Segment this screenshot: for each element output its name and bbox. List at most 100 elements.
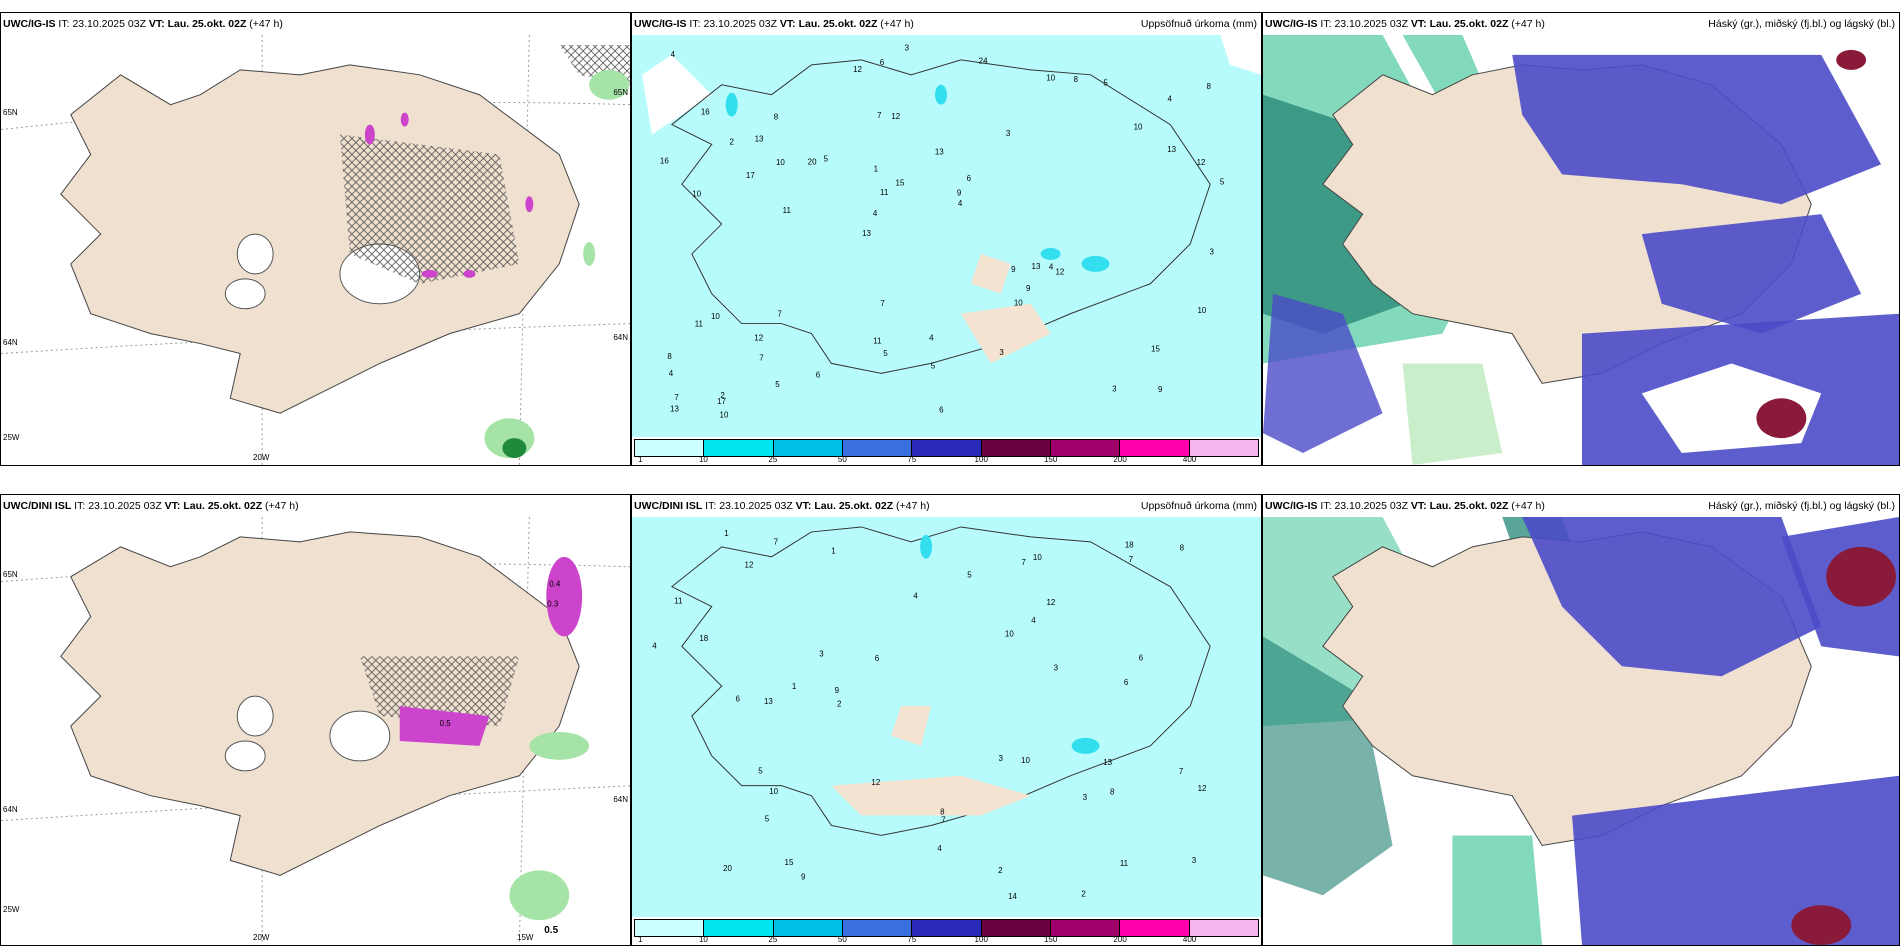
precip-value-label: 7 — [1129, 555, 1134, 564]
panel-header: UWC/IG-IS IT: 23.10.2025 03Z VT: Lau. 25… — [1, 13, 630, 35]
colorbar-tick-label: 10 — [698, 455, 708, 464]
precip-value-label: 4 — [1167, 95, 1172, 104]
map-value-label: 0.5 — [440, 719, 452, 728]
precip-value-label: 17 — [717, 397, 726, 406]
cloud-map — [1263, 35, 1899, 465]
map-panel-top-middle: UWC/IG-IS IT: 23.10.2025 03Z VT: Lau. 25… — [631, 12, 1262, 466]
precip-value-label: 4 — [873, 209, 878, 218]
precip-value-label: 11 — [873, 336, 882, 345]
precip-value-label: 5 — [967, 571, 972, 580]
iceland-outline — [670, 59, 1211, 374]
vt-value: Lau. 25.okt. 02Z — [814, 500, 894, 512]
precip-value-label: 8 — [774, 112, 779, 121]
vt-value: Lau. 25.okt. 02Z — [183, 500, 263, 512]
colorbar-tick-label: 1 — [638, 455, 643, 464]
precip-value-label: 10 — [711, 312, 720, 321]
colorbar-swatch — [1189, 440, 1258, 456]
precip-value-label: 8 — [1110, 788, 1115, 797]
wind-map-svg — [1, 35, 630, 465]
precip-value-label: 4 — [929, 333, 934, 342]
model-name: UWC/DINI ISL — [634, 500, 703, 512]
colorbar-tick-label: 400 — [1182, 935, 1197, 944]
precip-value-label: 14 — [1008, 892, 1017, 901]
precip-value-label: 18 — [1125, 541, 1134, 550]
precip-value-label: 3 — [1192, 856, 1197, 865]
precip-value-label: 8 — [940, 807, 945, 816]
colorbar-swatch — [1050, 920, 1121, 936]
precip-value-label: 7 — [774, 537, 779, 546]
colorbar-tick-label: 75 — [907, 935, 917, 944]
precip-value-label: 3 — [905, 44, 910, 53]
model-name: UWC/IG-IS — [1265, 500, 1318, 512]
precip-value-label: 6 — [1124, 678, 1129, 687]
map-value-label: 0.5 — [544, 925, 558, 936]
precip-value-label: 5 — [765, 814, 770, 823]
precip-value-label: 15 — [785, 858, 794, 867]
lon-label-25w: 25W — [3, 433, 20, 442]
precip-value-label: 20 — [723, 864, 732, 873]
map-panel-bottom-left: UWC/DINI ISL IT: 23.10.2025 03Z VT: Lau.… — [0, 494, 631, 946]
lat-label-65n: 65N — [3, 570, 18, 579]
colorbar-swatch — [704, 440, 774, 456]
precip-value-label: 5 — [824, 155, 829, 164]
precip-value-label: 13 — [935, 147, 944, 156]
colorbar-ticks: 1 10 25 50 75 100 150 200 400 — [634, 935, 1259, 945]
vt-value: Lau. 25.okt. 02Z — [167, 18, 247, 30]
precip-value-label: 6 — [875, 654, 880, 663]
precip-value-label: 9 — [1026, 284, 1031, 293]
precip-value-label: 7 — [674, 393, 679, 402]
precip-value-label: 10 — [1033, 553, 1042, 562]
precip-value-label: 1 — [724, 529, 729, 538]
precip-value-label: 11 — [880, 188, 889, 197]
vt-label: VT: — [148, 18, 165, 30]
map-value-label: 0.4 — [549, 580, 561, 589]
precip-value-label: 10 — [1014, 299, 1023, 308]
precip-value-label: 9 — [957, 189, 962, 198]
precip-value-label: 1 — [792, 682, 797, 691]
precip-value-label: 3 — [819, 650, 824, 659]
vt-value: Lau. 25.okt. 02Z — [1429, 500, 1509, 512]
model-name: UWC/DINI ISL — [3, 500, 72, 512]
precip-value-label: 12 — [891, 112, 900, 121]
panel-header: UWC/IG-IS IT: 23.10.2025 03Z VT: Lau. 25… — [632, 13, 1261, 35]
precip-value-label: 3 — [1209, 248, 1214, 257]
colorbar-tick-label: 400 — [1182, 455, 1197, 464]
precip-value-label: 10 — [1134, 123, 1143, 132]
precip-value-label: 6 — [880, 58, 885, 67]
it-value: 23.10.2025 03Z — [719, 500, 793, 512]
it-label: IT: — [689, 18, 701, 30]
colorbar-tick-label: 10 — [698, 935, 708, 944]
precip-value-label: 4 — [669, 369, 674, 378]
it-label: IT: — [58, 18, 70, 30]
precip-value-label: 13 — [755, 134, 764, 143]
panel-title: Uppsöfnuð úrkoma (mm) — [1140, 500, 1257, 512]
vt-value: Lau. 25.okt. 02Z — [1429, 18, 1509, 30]
precip-value-label: 2 — [1081, 890, 1086, 899]
precip-value-label: 16 — [701, 108, 710, 117]
it-value: 23.10.2025 03Z — [1334, 18, 1408, 30]
panel-title: Háský (gr.), miðský (fj.bl.) og lágský (… — [1708, 18, 1895, 30]
precip-value-label: 3 — [999, 754, 1004, 763]
colorbar-swatch — [773, 440, 843, 456]
lon-label-15w: 15W — [517, 933, 534, 942]
panel-header: UWC/DINI ISL IT: 23.10.2025 03Z VT: Lau.… — [632, 495, 1261, 517]
colorbar-swatch — [842, 440, 913, 456]
precip-value-label: 10 — [1198, 306, 1207, 315]
precip-value-label: 8 — [667, 352, 672, 361]
precip-value-label: 5 — [931, 362, 936, 371]
model-name: UWC/IG-IS — [634, 18, 687, 30]
precip-value-label: 7 — [1021, 558, 1026, 567]
model-name: UWC/IG-IS — [3, 18, 56, 30]
precip-value-label: 4 — [652, 641, 657, 650]
precip-value-label: 12 — [745, 560, 754, 569]
cloud-map-svg — [1263, 35, 1899, 465]
precip-value-label: 2 — [837, 700, 842, 709]
vt-label: VT: — [1410, 500, 1427, 512]
precip-value-label: 7 — [880, 299, 885, 308]
precip-value-label: 1 — [874, 165, 879, 174]
map-panel-bottom-middle: UWC/DINI ISL IT: 23.10.2025 03Z VT: Lau.… — [631, 494, 1262, 946]
cloud-map — [1263, 517, 1899, 945]
precip-value-label: 7 — [777, 310, 782, 319]
precip-value-label: 8 — [1180, 543, 1185, 552]
precip-value-label: 9 — [1158, 385, 1163, 394]
